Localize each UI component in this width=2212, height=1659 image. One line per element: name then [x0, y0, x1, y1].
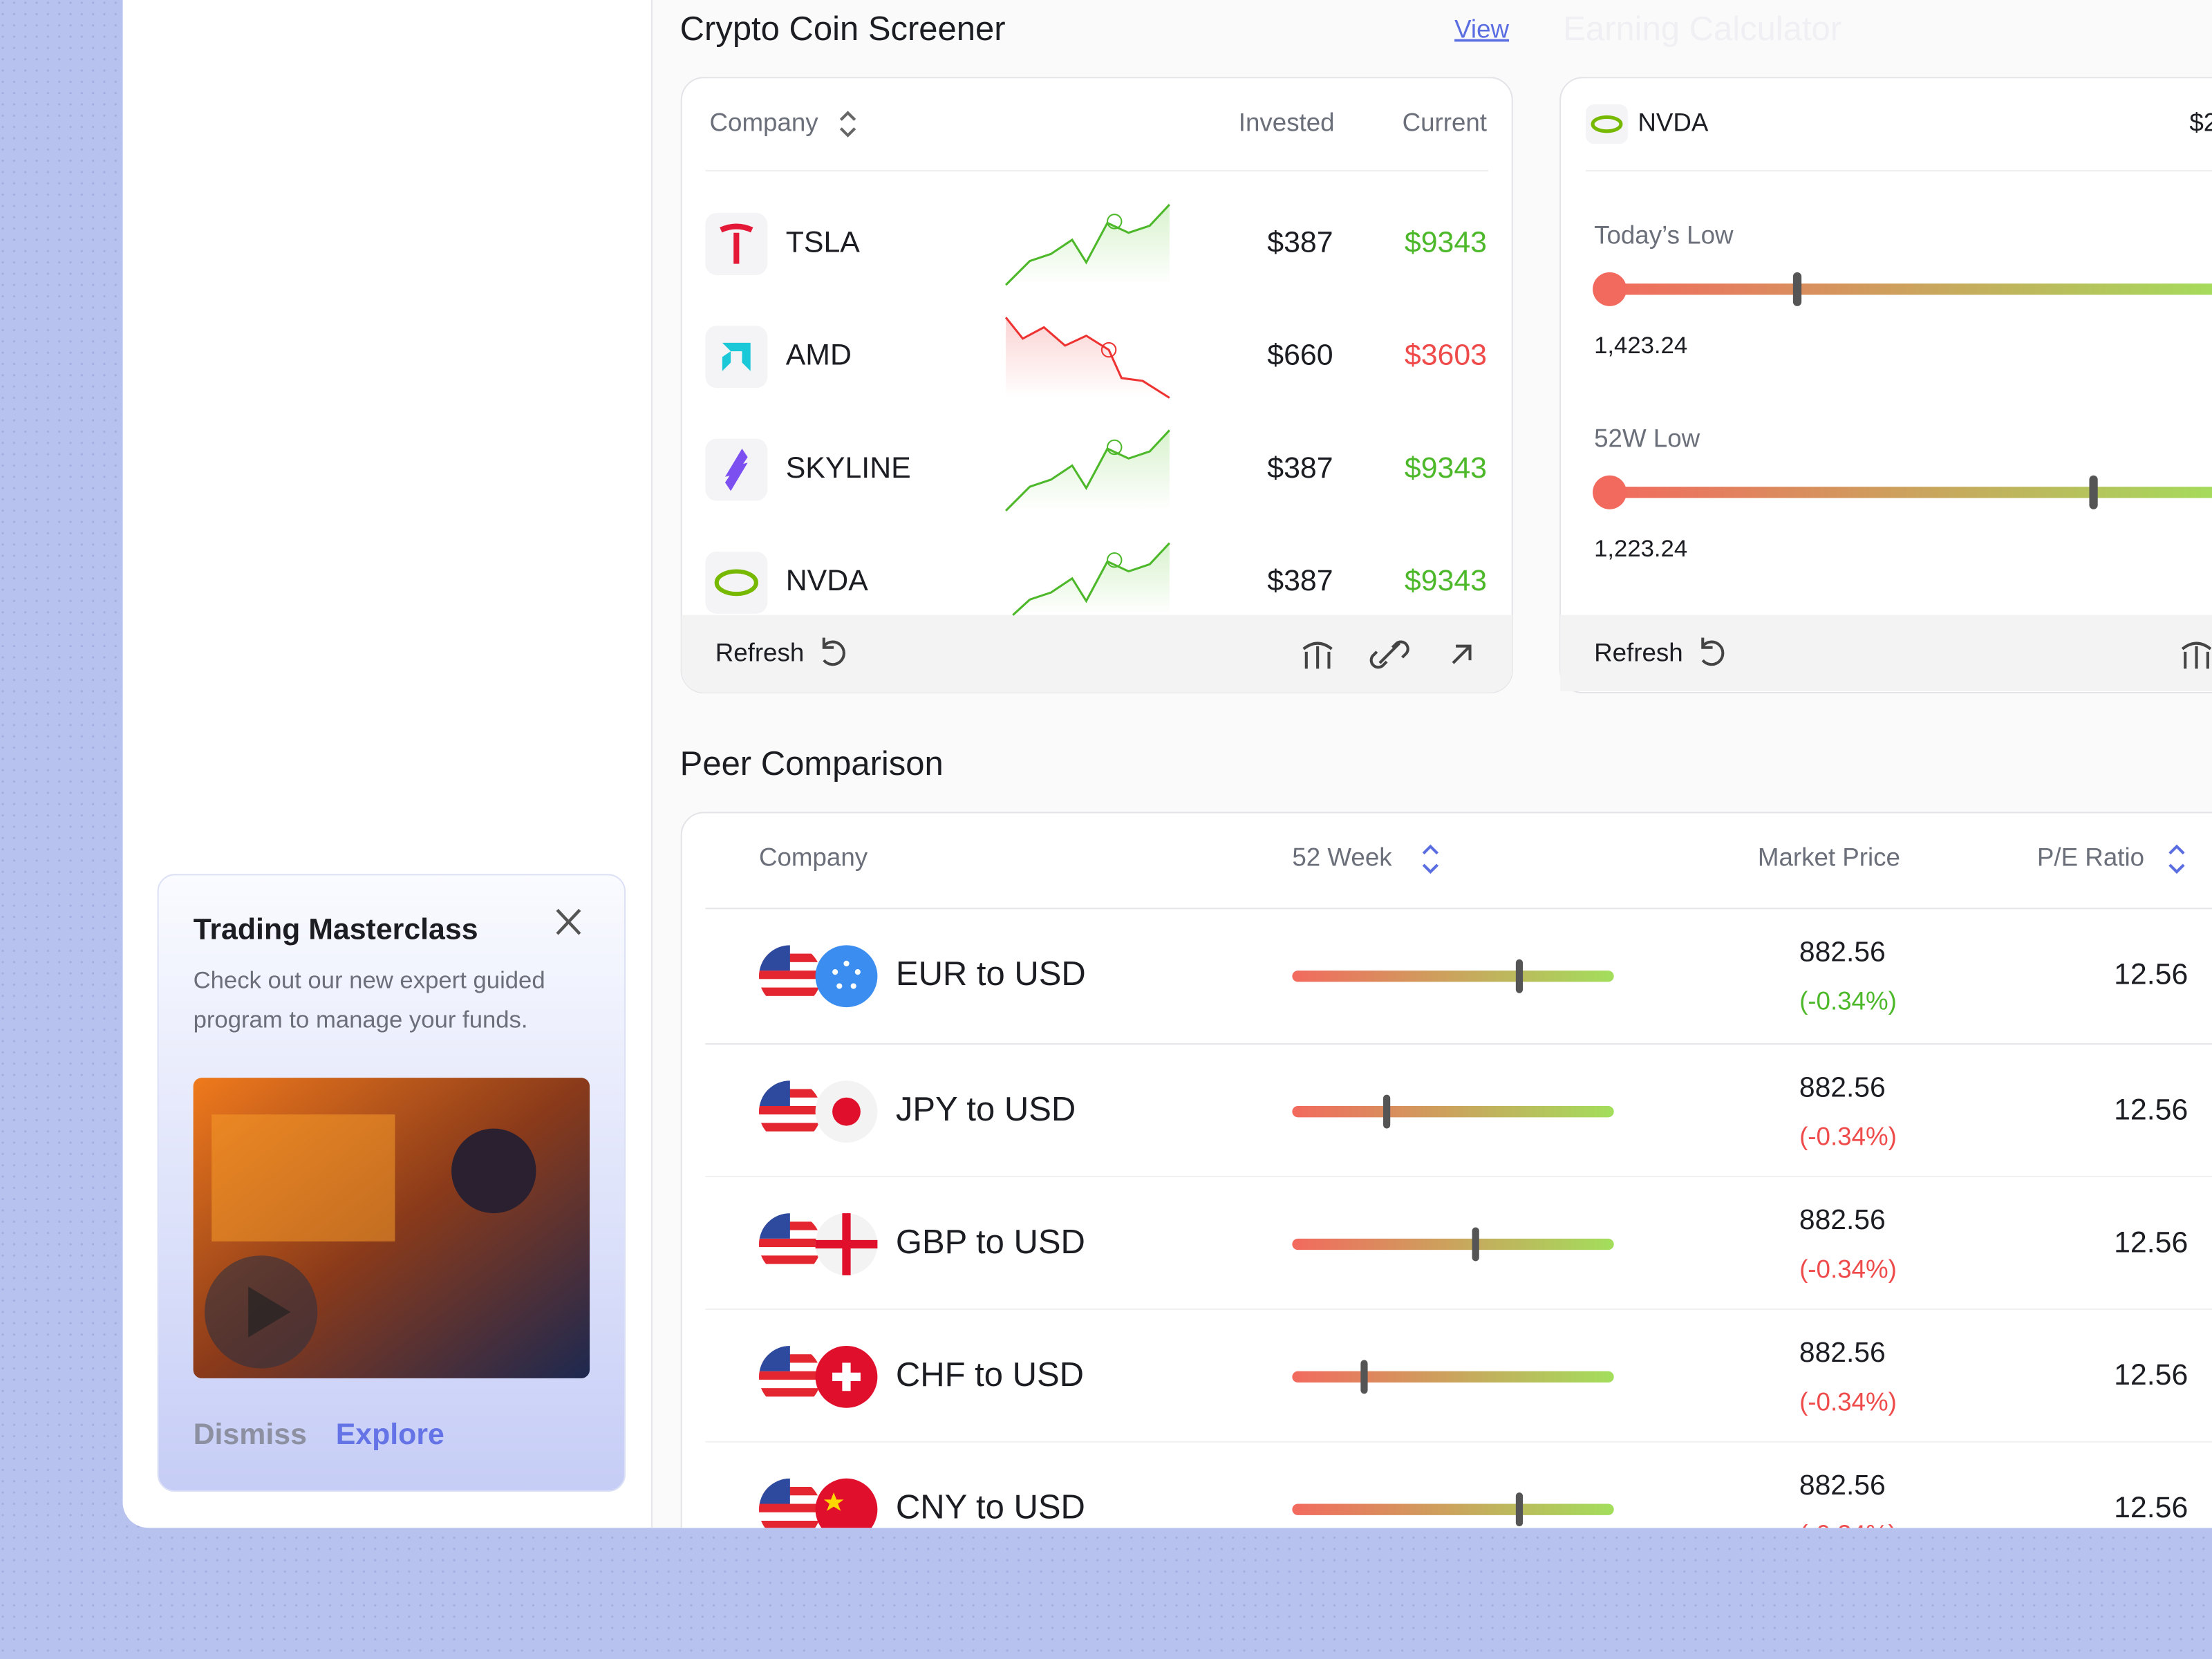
flag	[758, 1213, 821, 1275]
column-header[interactable]: 52 Week	[1292, 843, 1392, 872]
flag	[815, 1080, 878, 1143]
pair-name: JPY to USD	[896, 1091, 1076, 1128]
pair-name: EUR to USD	[896, 955, 1086, 993]
screener-card: Company Invested Current TSLA $387 $9343…	[680, 77, 1513, 694]
flag	[815, 1478, 878, 1528]
section-title: Crypto Coin Screener	[680, 10, 1006, 48]
range-marker	[1515, 959, 1524, 993]
market-price: 882.56	[1799, 1336, 1886, 1368]
invested: $387	[1267, 225, 1333, 259]
peer-table: Company 52 Week Market Price P/E Ratio E…	[680, 812, 2212, 1548]
flag	[758, 945, 821, 1008]
range-value: 1,423.24	[1594, 332, 1687, 359]
pe-ratio: 12.56	[2114, 1358, 2188, 1391]
ticker: NVDA	[1638, 108, 1709, 136]
price-change: (-0.34%)	[1799, 1123, 1897, 1151]
range-marker	[1383, 1094, 1391, 1129]
invested: $387	[1267, 451, 1333, 485]
current: $9343	[1405, 451, 1487, 485]
market-price: 882.56	[1799, 935, 1886, 967]
promo-text: program to manage your funds.	[194, 1007, 528, 1033]
range-marker	[1515, 1492, 1524, 1527]
column-header: Market Price	[1758, 843, 1900, 872]
pair-name: GBP to USD	[896, 1224, 1085, 1261]
range-bar	[1292, 1238, 1614, 1250]
refresh-button[interactable]: Refresh	[715, 639, 805, 667]
chart-icon[interactable]	[1302, 641, 1333, 669]
link-icon[interactable]	[1369, 640, 1409, 669]
section-title: Earning Calculator	[1563, 10, 1841, 48]
column-header: Company	[759, 843, 868, 872]
column-header[interactable]: Company	[710, 108, 819, 136]
column-header[interactable]: P/E Ratio	[2037, 843, 2144, 872]
company-name: SKYLINE	[786, 451, 911, 485]
price-change: (-0.34%)	[1799, 987, 1897, 1015]
market-price: 882.56	[1799, 1203, 1886, 1235]
flag	[815, 1345, 878, 1408]
calculator-card: NVDA $2 Today’s Low 1,423.24 52W Low 1,2…	[1559, 77, 2212, 694]
current: $9343	[1405, 225, 1487, 259]
range-bar	[1292, 1106, 1614, 1118]
close-button[interactable]	[556, 908, 581, 935]
promo-title: Trading Masterclass	[194, 912, 478, 946]
column-header: Current	[1403, 108, 1487, 136]
promo-text: Check out our new expert guided	[194, 968, 545, 994]
flag	[758, 1345, 821, 1408]
price-change: (-0.34%)	[1799, 1520, 1897, 1548]
range-value: 1,223.24	[1594, 536, 1687, 562]
price: $2	[2189, 108, 2212, 136]
invested: $387	[1267, 564, 1333, 597]
pe-ratio: 12.56	[2114, 958, 2188, 991]
range-bar	[1292, 1371, 1614, 1382]
company-name: TSLA	[786, 225, 861, 259]
range-marker	[1472, 1227, 1479, 1262]
flag	[758, 1080, 821, 1143]
section-title: Peer Comparison	[680, 745, 944, 782]
column-header: Invested	[1239, 108, 1335, 136]
refresh-button[interactable]: Refresh	[1594, 639, 1683, 667]
open-icon[interactable]	[1452, 644, 1472, 664]
pair-name: CHF to USD	[896, 1356, 1084, 1394]
pair-name: CNY to USD	[896, 1489, 1085, 1526]
pe-ratio: 12.56	[2114, 1491, 2188, 1524]
range-label: Today’s Low	[1594, 221, 1734, 250]
price-change: (-0.34%)	[1799, 1387, 1897, 1416]
invested: $660	[1267, 339, 1333, 372]
dismiss-button[interactable]: Dismiss	[194, 1418, 307, 1451]
flag	[815, 945, 878, 1008]
market-price: 882.56	[1799, 1071, 1886, 1103]
price-change: (-0.34%)	[1799, 1255, 1897, 1283]
company-name: AMD	[786, 339, 852, 372]
view-link[interactable]: View	[1454, 15, 1509, 44]
range-label: 52W Low	[1594, 424, 1700, 452]
range-bar	[1292, 1503, 1614, 1515]
range-marker	[1360, 1360, 1368, 1394]
market-price: 882.56	[1799, 1469, 1886, 1501]
company-name: NVDA	[786, 564, 868, 597]
pe-ratio: 12.56	[2114, 1226, 2188, 1259]
explore-button[interactable]: Explore	[336, 1418, 444, 1451]
current: $9343	[1405, 564, 1487, 597]
promo-card: Trading Masterclass Check out our new ex…	[157, 874, 626, 1492]
pe-ratio: 12.56	[2114, 1093, 2188, 1126]
range-bar	[1292, 971, 1614, 982]
current: $3603	[1405, 339, 1487, 372]
flag	[815, 1213, 878, 1275]
